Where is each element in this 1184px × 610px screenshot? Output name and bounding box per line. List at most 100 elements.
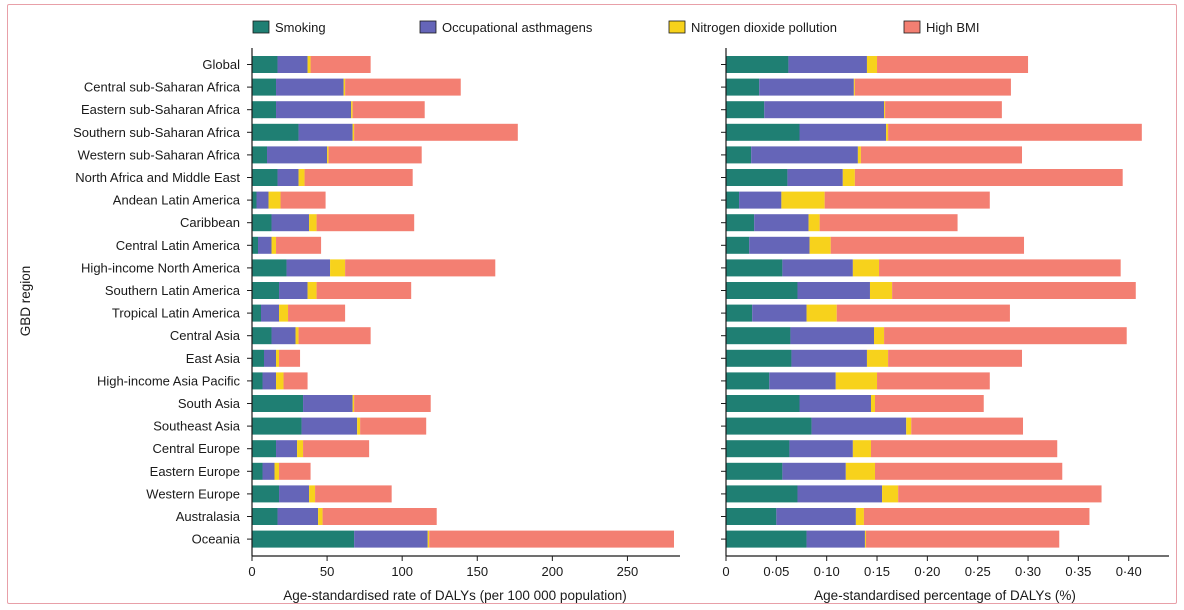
right-bar-south-asia-smoking (726, 395, 800, 412)
left-bar-southern-latin-america-high-bmi (316, 282, 412, 299)
left-bar-eastern-europe-nitrogen-dioxide-pollution (274, 462, 280, 480)
left-bar-southern-latin-america-occupational-asthmagens (279, 282, 308, 299)
right-bar-central-asia-high-bmi (884, 327, 1127, 345)
left-bar-southeast-asia-smoking (252, 417, 302, 435)
category-label-caribbean: Caribbean (180, 215, 240, 230)
category-label-high-income-asia-pacific: High-income Asia Pacific (97, 373, 241, 388)
left-xtick-label-4: 200 (541, 564, 563, 579)
right-bar-north-africa-and-middle-east-high-bmi (854, 169, 1123, 186)
left-bar-high-income-asia-pacific-occupational-asthmagens (262, 372, 277, 390)
left-bar-central-sub-saharan-africa-high-bmi (345, 78, 461, 96)
right-bar-global-nitrogen-dioxide-pollution (866, 56, 878, 73)
right-bar-eastern-europe-nitrogen-dioxide-pollution (845, 462, 876, 480)
left-bar-east-asia-high-bmi (279, 349, 301, 367)
right-bar-andean-latin-america-high-bmi (824, 191, 990, 209)
category-label-high-income-north-america: High-income North America (81, 260, 241, 275)
left-bar-eastern-sub-saharan-africa-high-bmi (352, 101, 425, 119)
left-bar-eastern-sub-saharan-africa-nitrogen-dioxide-pollution (351, 101, 353, 119)
left-bar-andean-latin-america-nitrogen-dioxide-pollution (268, 191, 281, 209)
right-bar-andean-latin-america-nitrogen-dioxide-pollution (781, 191, 825, 209)
left-bar-central-sub-saharan-africa-occupational-asthmagens (276, 78, 344, 96)
right-bar-central-asia-smoking (726, 327, 791, 345)
category-label-southern-latin-america: Southern Latin America (105, 283, 241, 298)
legend: Smoking Occupational asthmagens Nitrogen d… (252, 20, 979, 35)
legend-label-occupational-asthmagens: Occupational asthmagens (442, 20, 593, 35)
right-bar-southern-sub-saharan-africa-occupational-asthmagens (799, 123, 887, 141)
left-bar-central-europe-nitrogen-dioxide-pollution (297, 440, 304, 458)
left-bar-caribbean-nitrogen-dioxide-pollution (309, 214, 317, 232)
left-bar-global-nitrogen-dioxide-pollution (307, 56, 311, 73)
legend-swatch-high-bmi (903, 20, 921, 34)
left-xtick-label-3: 150 (466, 564, 488, 579)
right-bar-caribbean-nitrogen-dioxide-pollution (808, 214, 820, 232)
right-bar-east-asia-smoking (726, 349, 792, 367)
right-bar-australasia-high-bmi (863, 508, 1090, 525)
right-bar-australasia-occupational-asthmagens (776, 508, 856, 525)
left-bar-north-africa-and-middle-east-occupational-asthmagens (277, 169, 299, 186)
left-xtick-label-5: 250 (617, 564, 639, 579)
right-bar-southern-sub-saharan-africa-high-bmi (888, 123, 1142, 141)
right-xtick-label-2: 0·10 (814, 564, 840, 579)
left-bar-andean-latin-america-smoking (252, 191, 257, 209)
left-bar-oceania-smoking (252, 530, 355, 548)
right-bar-eastern-sub-saharan-africa-nitrogen-dioxide-pollution (884, 101, 886, 119)
right-bar-tropical-latin-america-nitrogen-dioxide-pollution (806, 304, 837, 322)
right-bar-caribbean-high-bmi (819, 214, 958, 232)
category-label-east-asia: East Asia (186, 351, 241, 366)
left-bar-southeast-asia-nitrogen-dioxide-pollution (357, 417, 361, 435)
left-bar-central-europe-high-bmi (303, 440, 370, 458)
right-bar-eastern-europe-smoking (726, 462, 783, 480)
left-xtick-label-0: 0 (248, 564, 255, 579)
left-bar-central-latin-america-occupational-asthmagens (258, 236, 272, 254)
y-axis-title: GBD region (18, 266, 33, 337)
left-bar-western-sub-saharan-africa-nitrogen-dioxide-pollution (327, 146, 329, 164)
left-bar-high-income-north-america-high-bmi (345, 259, 496, 277)
left-bar-high-income-north-america-occupational-asthmagens (286, 259, 331, 277)
category-label-north-africa-and-middle-east: North Africa and Middle East (75, 170, 240, 185)
right-xtick-label-0: 0 (722, 564, 729, 579)
left-bar-andean-latin-america-occupational-asthmagens (256, 191, 269, 209)
right-bar-central-latin-america-nitrogen-dioxide-pollution (809, 236, 831, 254)
left-bar-oceania-occupational-asthmagens (354, 530, 428, 548)
left-bar-central-sub-saharan-africa-nitrogen-dioxide-pollution (343, 78, 346, 96)
right-bar-australasia-smoking (726, 508, 777, 525)
right-x-axis-title: Age-standardised percentage of DALYs (%) (814, 588, 1076, 603)
left-bar-caribbean-occupational-asthmagens (271, 214, 310, 232)
right-xtick-label-5: 0·25 (965, 564, 991, 579)
left-bar-western-sub-saharan-africa-smoking (252, 146, 268, 164)
left-bar-western-europe-high-bmi (315, 485, 392, 503)
left-bar-high-income-asia-pacific-high-bmi (283, 372, 308, 390)
left-bar-central-europe-occupational-asthmagens (276, 440, 298, 458)
legend-label-nitrogen-dioxide-pollution: Nitrogen dioxide pollution (691, 20, 837, 35)
right-bar-global-occupational-asthmagens (788, 56, 867, 73)
right-bar-central-europe-nitrogen-dioxide-pollution (852, 440, 871, 458)
category-label-global: Global (202, 57, 240, 72)
left-bar-high-income-north-america-smoking (252, 259, 287, 277)
right-bar-central-asia-nitrogen-dioxide-pollution (874, 327, 885, 345)
left-bar-north-africa-and-middle-east-nitrogen-dioxide-pollution (298, 169, 305, 186)
left-bar-southern-latin-america-nitrogen-dioxide-pollution (307, 282, 317, 299)
right-bar-western-europe-smoking (726, 485, 798, 503)
left-bar-central-latin-america-smoking (252, 236, 259, 254)
category-label-central-europe: Central Europe (153, 441, 240, 456)
right-bar-oceania-nitrogen-dioxide-pollution (864, 530, 866, 548)
left-bar-eastern-sub-saharan-africa-smoking (252, 101, 277, 119)
right-bar-eastern-sub-saharan-africa-high-bmi (885, 101, 1002, 119)
left-bar-south-asia-smoking (252, 395, 304, 412)
legend-label-high-bmi: High BMI (926, 20, 979, 35)
left-bar-southern-sub-saharan-africa-smoking (252, 123, 299, 141)
category-label-eastern-sub-saharan-africa: Eastern sub-Saharan Africa (81, 102, 241, 117)
left-bar-andean-latin-america-high-bmi (280, 191, 326, 209)
left-bar-tropical-latin-america-smoking (252, 304, 262, 322)
right-bar-central-sub-saharan-africa-smoking (726, 78, 760, 96)
right-bar-central-sub-saharan-africa-nitrogen-dioxide-pollution (853, 78, 855, 96)
left-bar-oceania-high-bmi (429, 530, 674, 548)
right-bar-south-asia-high-bmi (875, 395, 984, 412)
category-label-oceania: Oceania (192, 532, 241, 547)
left-bar-tropical-latin-america-nitrogen-dioxide-pollution (279, 304, 289, 322)
right-xtick-label-6: 0·30 (1015, 564, 1041, 579)
right-bar-high-income-north-america-high-bmi (879, 259, 1121, 277)
left-bar-high-income-asia-pacific-nitrogen-dioxide-pollution (276, 372, 284, 390)
right-bar-southern-latin-america-smoking (726, 282, 798, 299)
